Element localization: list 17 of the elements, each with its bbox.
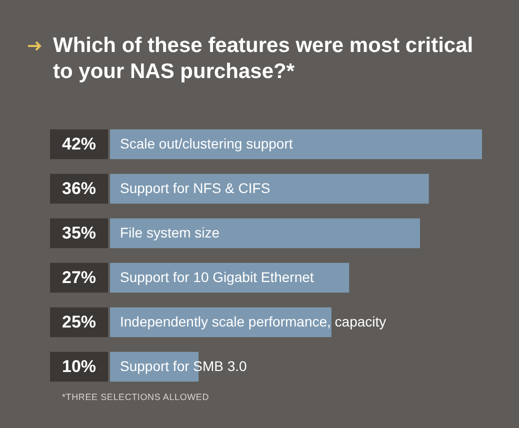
data-label: 42%: [62, 134, 96, 154]
chart-title: Which of these features were most critical to your NAS purchase?*: [53, 33, 474, 85]
bar: [110, 218, 420, 248]
data-label: 10%: [62, 356, 96, 376]
bar: [110, 174, 429, 204]
data-label: 35%: [62, 223, 96, 242]
y-tick-label: Independently scale performance, capacity: [120, 313, 386, 330]
y-tick-label: Support for NFS & CIFS: [120, 180, 270, 196]
data-label: 36%: [62, 178, 96, 198]
bar: [110, 129, 482, 160]
y-tick-label: Support for SMB 3.0: [120, 358, 248, 374]
y-tick-label: File system size: [120, 224, 220, 240]
y-tick-label: Scale out/clustering support: [120, 135, 293, 152]
data-label: 27%: [62, 268, 96, 287]
text: *THREE SELECTIONS ALLOWED: [62, 392, 210, 402]
data-label: 25%: [62, 312, 96, 332]
y-tick-label: Support for 10 Gigabit Ethernet: [120, 268, 314, 285]
